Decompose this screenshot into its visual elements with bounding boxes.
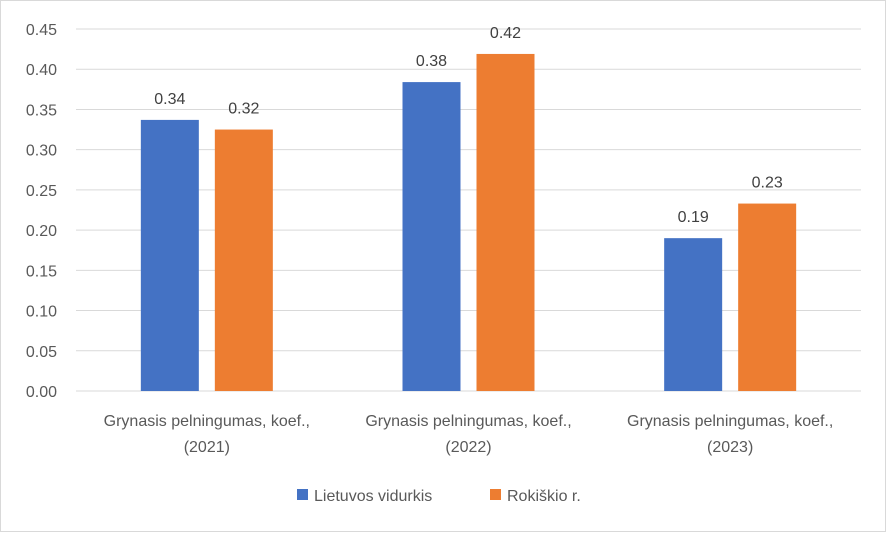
y-tick-label: 0.30 — [26, 143, 57, 160]
x-axis-category-labels: Grynasis pelningumas, koef., (2021) Grynas… — [104, 413, 834, 456]
bar-lietuvos-vidurkis-1 — [402, 82, 461, 392]
y-tick-label: 0.10 — [26, 304, 57, 321]
legend-swatch — [490, 489, 501, 500]
legend-label: Lietuvos vidurkis — [314, 488, 432, 505]
bar-rokiskio-1 — [476, 53, 535, 392]
data-label: 0.42 — [490, 25, 521, 42]
x-category-label: Grynasis pelningumas, koef., — [627, 413, 833, 430]
bar-lietuvos-vidurkis-2 — [664, 238, 723, 391]
legend-swatch — [297, 489, 308, 500]
x-category-label: Grynasis pelningumas, koef., — [104, 413, 310, 430]
bar-rokiskio-2 — [738, 203, 797, 391]
y-tick-label: 0.45 — [26, 22, 57, 39]
data-label: 0.32 — [228, 101, 259, 118]
x-category-label: (2022) — [445, 439, 491, 456]
x-category-label: Grynasis pelningumas, koef., — [365, 413, 571, 430]
bar-rokiskio-0 — [214, 129, 273, 392]
data-label: 0.19 — [678, 209, 709, 226]
y-tick-label: 0.20 — [26, 223, 57, 240]
bar-lietuvos-vidurkis-0 — [140, 119, 199, 391]
legend: Lietuvos vidurkis Rokiškio r. — [297, 488, 581, 505]
data-labels: 0.34 0.32 0.38 0.42 0.19 0.23 — [154, 25, 783, 226]
gridlines — [76, 28, 861, 392]
data-label: 0.23 — [752, 175, 783, 192]
x-category-label: (2023) — [707, 439, 753, 456]
y-tick-label: 0.05 — [26, 344, 57, 361]
y-tick-label: 0.35 — [26, 102, 57, 119]
data-label: 0.38 — [416, 53, 447, 70]
bars — [140, 53, 797, 392]
legend-label: Rokiškio r. — [507, 488, 581, 505]
data-label: 0.34 — [154, 91, 185, 108]
x-category-label: (2021) — [184, 439, 230, 456]
y-tick-label: 0.25 — [26, 183, 57, 200]
y-tick-label: 0.15 — [26, 263, 57, 280]
y-axis-tick-labels: 0.00 0.05 0.10 0.15 0.20 0.25 0.30 0.35 0.40 0.45 — [26, 22, 57, 401]
y-tick-label: 0.40 — [26, 62, 57, 79]
y-tick-label: 0.00 — [26, 384, 57, 401]
